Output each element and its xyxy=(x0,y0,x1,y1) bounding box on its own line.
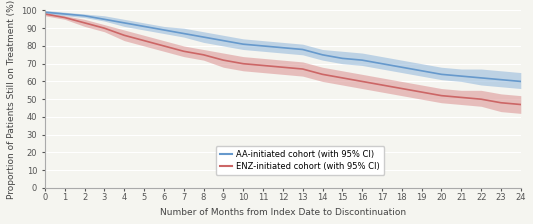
X-axis label: Number of Months from Index Date to Discontinuation: Number of Months from Index Date to Disc… xyxy=(160,208,406,217)
Y-axis label: Proportion of Patients Still on Treatment (%): Proportion of Patients Still on Treatmen… xyxy=(7,0,16,199)
Legend: AA-initiated cohort (with 95% CI), ENZ-initiated cohort (with 95% CI): AA-initiated cohort (with 95% CI), ENZ-i… xyxy=(216,146,384,175)
